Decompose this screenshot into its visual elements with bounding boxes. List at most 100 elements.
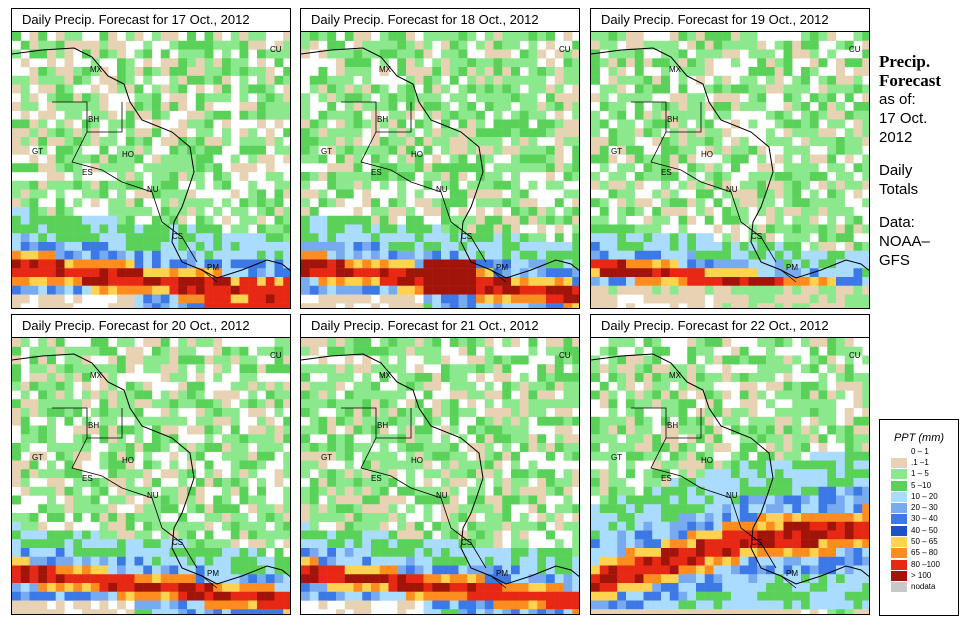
precip-cell <box>696 381 705 391</box>
country-borders <box>52 407 218 589</box>
precip-cell <box>528 548 538 557</box>
precip-cell <box>661 556 670 566</box>
precip-cell <box>661 408 670 417</box>
precip-cell <box>152 128 161 138</box>
precip-cell <box>554 565 564 575</box>
precip-cell <box>239 268 249 278</box>
precip-cell <box>563 268 573 278</box>
precip-cell <box>678 478 688 487</box>
precip-cell <box>696 390 705 400</box>
precip-cell <box>327 172 337 181</box>
precip-cell <box>853 163 863 173</box>
precip-cell <box>204 250 214 260</box>
precip-cell <box>99 259 109 269</box>
precip-cell <box>626 58 635 68</box>
precip-cell <box>661 58 670 68</box>
precip-cell <box>152 277 161 286</box>
precip-cell <box>309 495 319 505</box>
precip-cell <box>801 486 810 496</box>
precip-cell <box>713 443 723 452</box>
precip-cell <box>362 277 372 286</box>
precip-cell <box>99 242 109 251</box>
precip-cell <box>748 373 758 382</box>
precip-cell <box>55 172 65 181</box>
precip-cell <box>73 110 83 120</box>
precip-cell <box>29 434 39 444</box>
precip-cell <box>669 451 679 461</box>
precip-cell <box>38 565 48 575</box>
precip-cell <box>117 154 126 164</box>
precip-cell <box>757 355 767 365</box>
precip-cell <box>748 119 758 129</box>
precip-cell <box>449 530 459 540</box>
precip-cell <box>493 268 503 278</box>
precip-cell <box>617 67 627 76</box>
precip-cell <box>818 486 828 496</box>
country-label: MX <box>379 371 392 380</box>
precip-cell <box>274 513 284 522</box>
precip-cell <box>493 416 503 426</box>
precip-cell <box>441 373 450 382</box>
precip-cell <box>572 443 579 452</box>
precip-cell <box>563 373 573 382</box>
precip-cell <box>591 390 600 400</box>
precip-cell <box>12 609 21 614</box>
precip-cell <box>484 600 494 610</box>
precip-cell <box>99 233 109 243</box>
precip-cell <box>528 556 538 566</box>
precip-cell <box>222 504 231 514</box>
precip-cell <box>836 285 845 295</box>
precip-cell <box>458 145 468 155</box>
precip-cell <box>748 49 758 59</box>
precip-cell <box>853 128 863 138</box>
precip-cell <box>809 49 819 59</box>
precip-cell <box>20 224 30 234</box>
precip-cell <box>634 84 644 94</box>
precip-cell <box>591 93 600 103</box>
precip-cell <box>239 137 249 146</box>
precip-cell <box>643 128 653 138</box>
precip-cell <box>748 434 758 444</box>
precip-cell <box>511 32 520 41</box>
precip-cell <box>283 521 290 531</box>
precip-cell <box>546 207 555 216</box>
precip-cell <box>353 102 363 111</box>
precip-cell <box>792 49 802 59</box>
precip-cell <box>301 539 310 549</box>
precip-cell <box>47 416 56 426</box>
precip-cell <box>406 548 415 557</box>
precip-cell <box>169 521 179 531</box>
precip-cell <box>818 565 828 575</box>
precip-cell <box>143 460 153 470</box>
precip-cell <box>519 128 529 138</box>
precip-cell <box>502 381 512 391</box>
precip-cell <box>591 277 600 286</box>
precip-cell <box>572 390 579 400</box>
precip-cell <box>783 451 793 461</box>
precip-cell <box>108 565 118 575</box>
precip-cell <box>371 583 380 592</box>
precip-cell <box>73 242 83 251</box>
precip-cell <box>213 172 223 181</box>
precip-cell <box>336 338 345 347</box>
precip-cell <box>274 443 284 452</box>
precip-cell <box>327 399 337 409</box>
precip-cell <box>572 416 579 426</box>
precip-cell <box>239 513 249 522</box>
precip-cell <box>792 486 802 496</box>
precip-cell <box>669 49 679 59</box>
precip-cell <box>274 600 284 610</box>
precip-cell <box>493 67 503 76</box>
precip-cell <box>265 416 275 426</box>
precip-cell <box>731 556 740 566</box>
precip-cell <box>309 408 319 417</box>
precip-cell <box>178 84 188 94</box>
precip-cell <box>696 189 705 199</box>
precip-cell <box>713 486 723 496</box>
precip-cell <box>652 189 662 199</box>
precip-cell <box>774 224 784 234</box>
precip-cell <box>362 381 372 391</box>
precip-cell <box>73 180 83 190</box>
precip-cell <box>617 172 627 181</box>
precip-cell <box>591 110 600 120</box>
